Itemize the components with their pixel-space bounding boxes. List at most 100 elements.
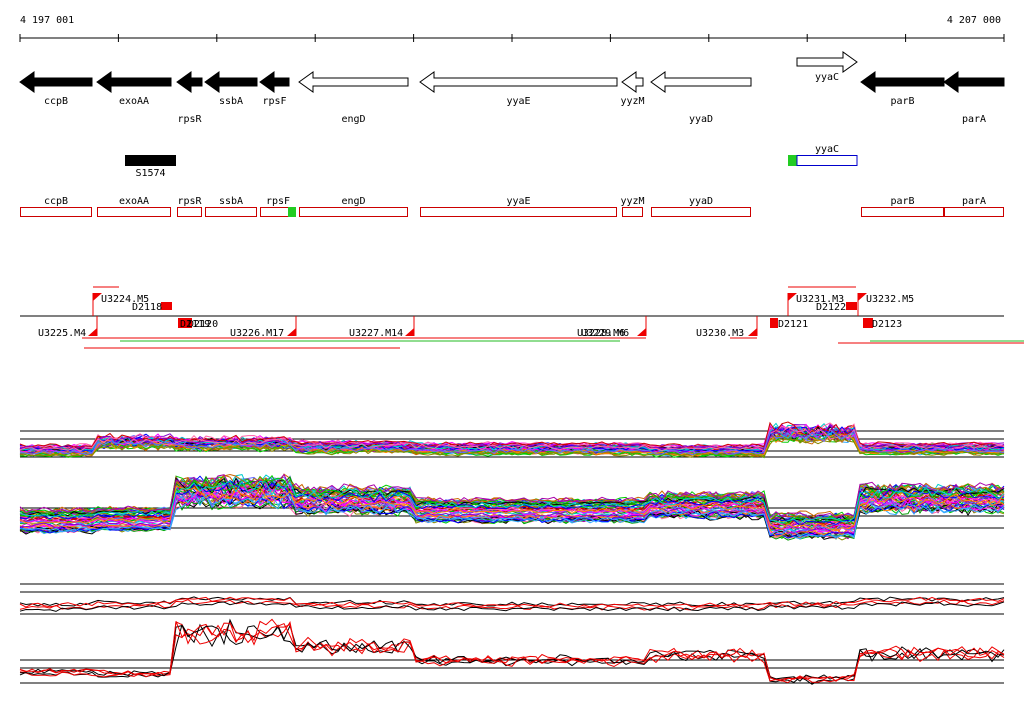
marker-flag bbox=[637, 328, 646, 336]
gene-label: yyzM bbox=[620, 96, 644, 107]
marker-flag bbox=[858, 293, 867, 301]
marker-flag bbox=[788, 293, 797, 301]
marker-decorations bbox=[82, 286, 1024, 349]
expression-profiles-lower bbox=[19, 473, 1005, 541]
marker-label[interactable]: D2122 bbox=[816, 302, 846, 313]
gene-parB[interactable]: parB bbox=[860, 71, 945, 107]
gene-arrow bbox=[96, 71, 172, 93]
gene-ccpB[interactable]: ccpB bbox=[19, 71, 93, 107]
gene-arrow bbox=[860, 71, 945, 93]
expression-line bbox=[19, 620, 1005, 680]
gene-yyaE[interactable]: yyaE bbox=[419, 71, 618, 107]
annotation-box bbox=[944, 207, 1004, 217]
expression-line bbox=[19, 621, 1005, 684]
annotation-box bbox=[299, 207, 408, 217]
annotation-box bbox=[177, 207, 202, 217]
marker-label[interactable]: D2120 bbox=[188, 319, 218, 330]
marker-label[interactable]: D2118 bbox=[132, 302, 162, 313]
expression-line bbox=[19, 618, 1005, 682]
annotation-parB[interactable]: parB bbox=[861, 196, 944, 217]
marker-label[interactable]: U3229.M6 bbox=[581, 328, 629, 339]
gene-label: exoAA bbox=[119, 96, 149, 107]
gene-yyzM[interactable]: yyzM bbox=[620, 71, 645, 107]
gene-parA[interactable]: parA bbox=[943, 71, 1005, 125]
annotation-exoAA[interactable]: exoAA bbox=[97, 196, 171, 217]
gene-label: yyaE bbox=[506, 96, 530, 107]
annotation-yyaD[interactable]: yyaD bbox=[651, 196, 751, 217]
gene-arrow bbox=[176, 71, 203, 93]
gene-arrow bbox=[419, 71, 618, 93]
expression-line bbox=[20, 476, 1005, 523]
annotation-label: yyaD bbox=[689, 196, 713, 207]
marker-flag bbox=[93, 293, 102, 301]
gene-exoAA[interactable]: exoAA bbox=[96, 71, 172, 107]
annotation-rpsR[interactable]: rpsR bbox=[177, 196, 203, 217]
marker-label[interactable]: U3232.M5 bbox=[866, 294, 914, 305]
expression-line bbox=[19, 480, 1005, 524]
coordinate-ruler: 4 197 001 4 207 000 bbox=[19, 15, 1005, 42]
annotation-ccpB[interactable]: ccpB bbox=[20, 196, 92, 217]
gene-label: rpsR bbox=[177, 114, 202, 125]
expression-line bbox=[19, 600, 1005, 612]
annotation-marker bbox=[288, 207, 296, 217]
gene-rpsF[interactable]: rpsF bbox=[259, 71, 290, 107]
annotation-label: yyzM bbox=[620, 196, 644, 207]
marker-label[interactable]: U3230.M3 bbox=[696, 328, 744, 339]
feature-box bbox=[125, 155, 176, 166]
annotation-label: rpsF bbox=[266, 196, 290, 207]
marker-label[interactable]: D2123 bbox=[872, 319, 902, 330]
feature-track: S1574 yyaC bbox=[125, 144, 858, 179]
marker-label[interactable]: D2119 bbox=[180, 319, 210, 330]
marker-label[interactable]: U3224.M5 bbox=[101, 294, 149, 305]
marker-flag bbox=[287, 328, 296, 336]
annotation-yyzM[interactable]: yyzM bbox=[620, 196, 645, 217]
marker-label[interactable]: D2121 bbox=[778, 319, 808, 330]
marker-block bbox=[178, 318, 192, 328]
annotation-label: ssbA bbox=[219, 196, 243, 207]
annotation-box bbox=[861, 207, 944, 217]
gene-label: ccpB bbox=[44, 96, 68, 107]
marker-label[interactable]: U3228.M6 bbox=[577, 328, 625, 339]
annotation-parA[interactable]: parA bbox=[944, 196, 1004, 217]
gene-label: yyaC bbox=[815, 72, 839, 83]
marker-label[interactable]: U3225.M4 bbox=[38, 328, 86, 339]
marker-flag bbox=[405, 328, 414, 336]
annotation-rpsF[interactable]: rpsF bbox=[260, 196, 297, 217]
ruler-ticks bbox=[19, 34, 1005, 42]
feature-yyaC[interactable]: yyaC bbox=[788, 144, 858, 166]
gene-engD[interactable]: engD bbox=[298, 71, 409, 125]
annotation-box bbox=[97, 207, 171, 217]
gene-label: engD bbox=[341, 114, 365, 125]
annotation-yyaE[interactable]: yyaE bbox=[420, 196, 617, 217]
gene-label: parB bbox=[890, 96, 914, 107]
gene-yyaD[interactable]: yyaD bbox=[650, 71, 752, 125]
marker-label[interactable]: U3226.M17 bbox=[230, 328, 284, 339]
annotation-label: parA bbox=[962, 196, 986, 207]
gene-arrow bbox=[298, 71, 409, 93]
expression-line bbox=[19, 428, 1005, 456]
annotation-label: ccpB bbox=[44, 196, 68, 207]
marker-flag bbox=[88, 328, 97, 336]
ruler-end-label: 4 207 000 bbox=[947, 15, 1001, 26]
expression-line bbox=[19, 421, 1005, 449]
gene-yyaC[interactable]: yyaC bbox=[796, 51, 858, 83]
feature-S1574[interactable]: S1574 bbox=[125, 155, 176, 179]
expression-summary-lower bbox=[19, 618, 1005, 685]
gene-ssbA[interactable]: ssbA bbox=[204, 71, 258, 107]
gene-label: ssbA bbox=[219, 96, 243, 107]
gene-arrow bbox=[796, 51, 858, 73]
gene-arrow bbox=[943, 71, 1005, 93]
gene-arrow bbox=[650, 71, 752, 93]
annotation-box bbox=[651, 207, 751, 217]
feature-label: yyaC bbox=[815, 144, 839, 155]
gene-track: ccpB exoAA rpsR ssbA rpsF engD yyaE yyzM yyaD yya… bbox=[19, 51, 1005, 125]
expression-line bbox=[19, 599, 1005, 611]
marker-block bbox=[770, 318, 778, 328]
marker-label[interactable]: U3231.M3 bbox=[796, 294, 844, 305]
annotation-engD[interactable]: engD bbox=[299, 196, 408, 217]
annotation-ssbA[interactable]: ssbA bbox=[205, 196, 257, 217]
gene-rpsR[interactable]: rpsR bbox=[176, 71, 203, 125]
gene-arrow bbox=[204, 71, 258, 93]
marker-label[interactable]: U3227.M14 bbox=[349, 328, 403, 339]
